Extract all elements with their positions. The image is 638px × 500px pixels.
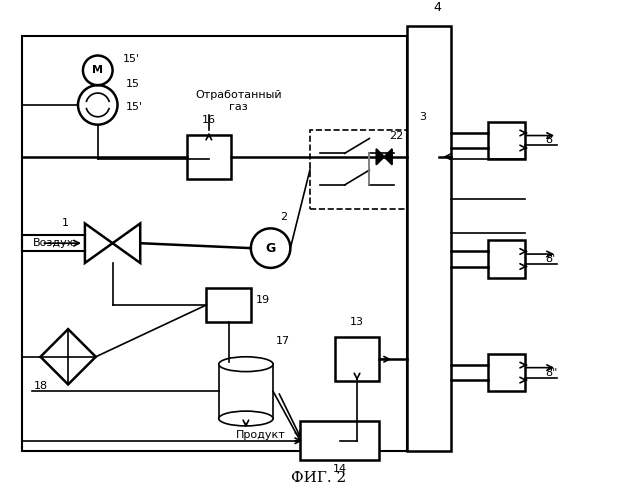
- Text: Отработанный
газ: Отработанный газ: [195, 90, 282, 112]
- Text: 4: 4: [433, 1, 441, 14]
- Bar: [207, 288, 251, 322]
- Text: 16: 16: [202, 114, 216, 124]
- Text: 15': 15': [126, 102, 142, 112]
- Text: 1: 1: [62, 218, 69, 228]
- Text: 8": 8": [545, 368, 558, 378]
- Text: M: M: [93, 66, 103, 76]
- Text: G: G: [265, 242, 276, 254]
- Bar: [488, 240, 526, 278]
- Text: 8: 8: [545, 136, 553, 145]
- Bar: [187, 134, 231, 179]
- Text: 19: 19: [256, 295, 270, 305]
- Polygon shape: [384, 149, 392, 164]
- Text: 22: 22: [389, 131, 403, 141]
- Bar: [407, 26, 451, 450]
- Polygon shape: [376, 149, 384, 164]
- Text: 15: 15: [126, 79, 140, 89]
- Text: 8': 8': [545, 254, 556, 264]
- Bar: [488, 354, 526, 392]
- Bar: [300, 421, 379, 461]
- Bar: [488, 122, 526, 159]
- Text: 14: 14: [332, 464, 347, 474]
- Text: 3: 3: [419, 112, 426, 122]
- Ellipse shape: [219, 357, 273, 372]
- Bar: [22, 36, 407, 451]
- Ellipse shape: [219, 411, 273, 426]
- Text: Продукт: Продукт: [236, 430, 286, 440]
- Text: 18: 18: [34, 382, 48, 392]
- Text: 2: 2: [281, 212, 288, 222]
- Text: 13: 13: [350, 317, 364, 327]
- Bar: [219, 364, 273, 418]
- Text: 17: 17: [276, 336, 290, 346]
- Text: Воздух: Воздух: [33, 238, 74, 248]
- Bar: [310, 130, 409, 208]
- Bar: [335, 337, 379, 382]
- Text: ФИГ. 2: ФИГ. 2: [292, 472, 346, 486]
- Text: 15': 15': [122, 54, 140, 64]
